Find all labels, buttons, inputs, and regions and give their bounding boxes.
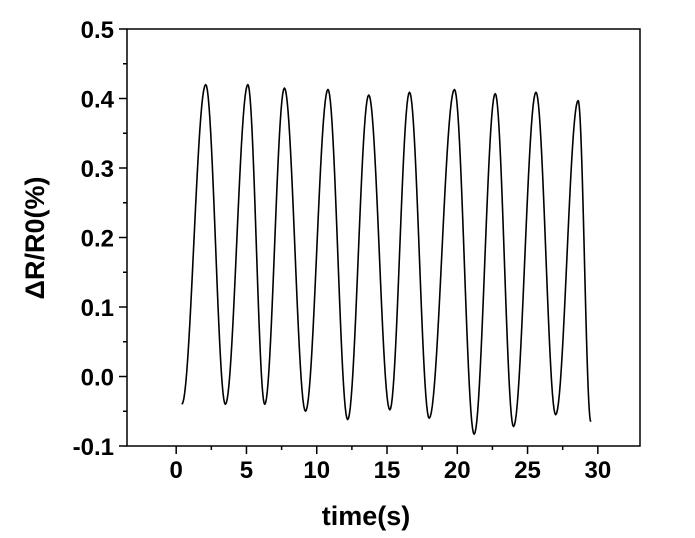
y-tick-label: 0.5: [81, 17, 114, 44]
x-tick-label: 5: [240, 457, 253, 484]
y-axis: -0.1 0.0 0.1 0.2 0.3 0.4 0.5: [73, 17, 127, 461]
y-tick-label: -0.1: [73, 434, 114, 461]
x-tick-label: 30: [584, 457, 611, 484]
x-tick-label: 20: [444, 457, 471, 484]
y-tick-label: 0.2: [81, 226, 114, 253]
y-tick-label: 0.0: [81, 365, 114, 392]
series-line: [181, 83, 592, 435]
y-tick-label: 0.1: [81, 295, 114, 322]
x-axis-title: time(s): [322, 501, 411, 531]
x-axis: 0 5 10 15 20 25 30: [170, 446, 611, 484]
y-tick-label: 0.3: [81, 156, 114, 183]
y-tick-label: 0.4: [81, 87, 115, 114]
y-axis-title: ΔR/R0(%): [20, 177, 50, 300]
x-tick-label: 10: [303, 457, 330, 484]
x-tick-label: 15: [374, 457, 401, 484]
x-tick-label: 0: [170, 457, 183, 484]
series-layer: [181, 83, 592, 435]
x-tick-label: 25: [514, 457, 541, 484]
